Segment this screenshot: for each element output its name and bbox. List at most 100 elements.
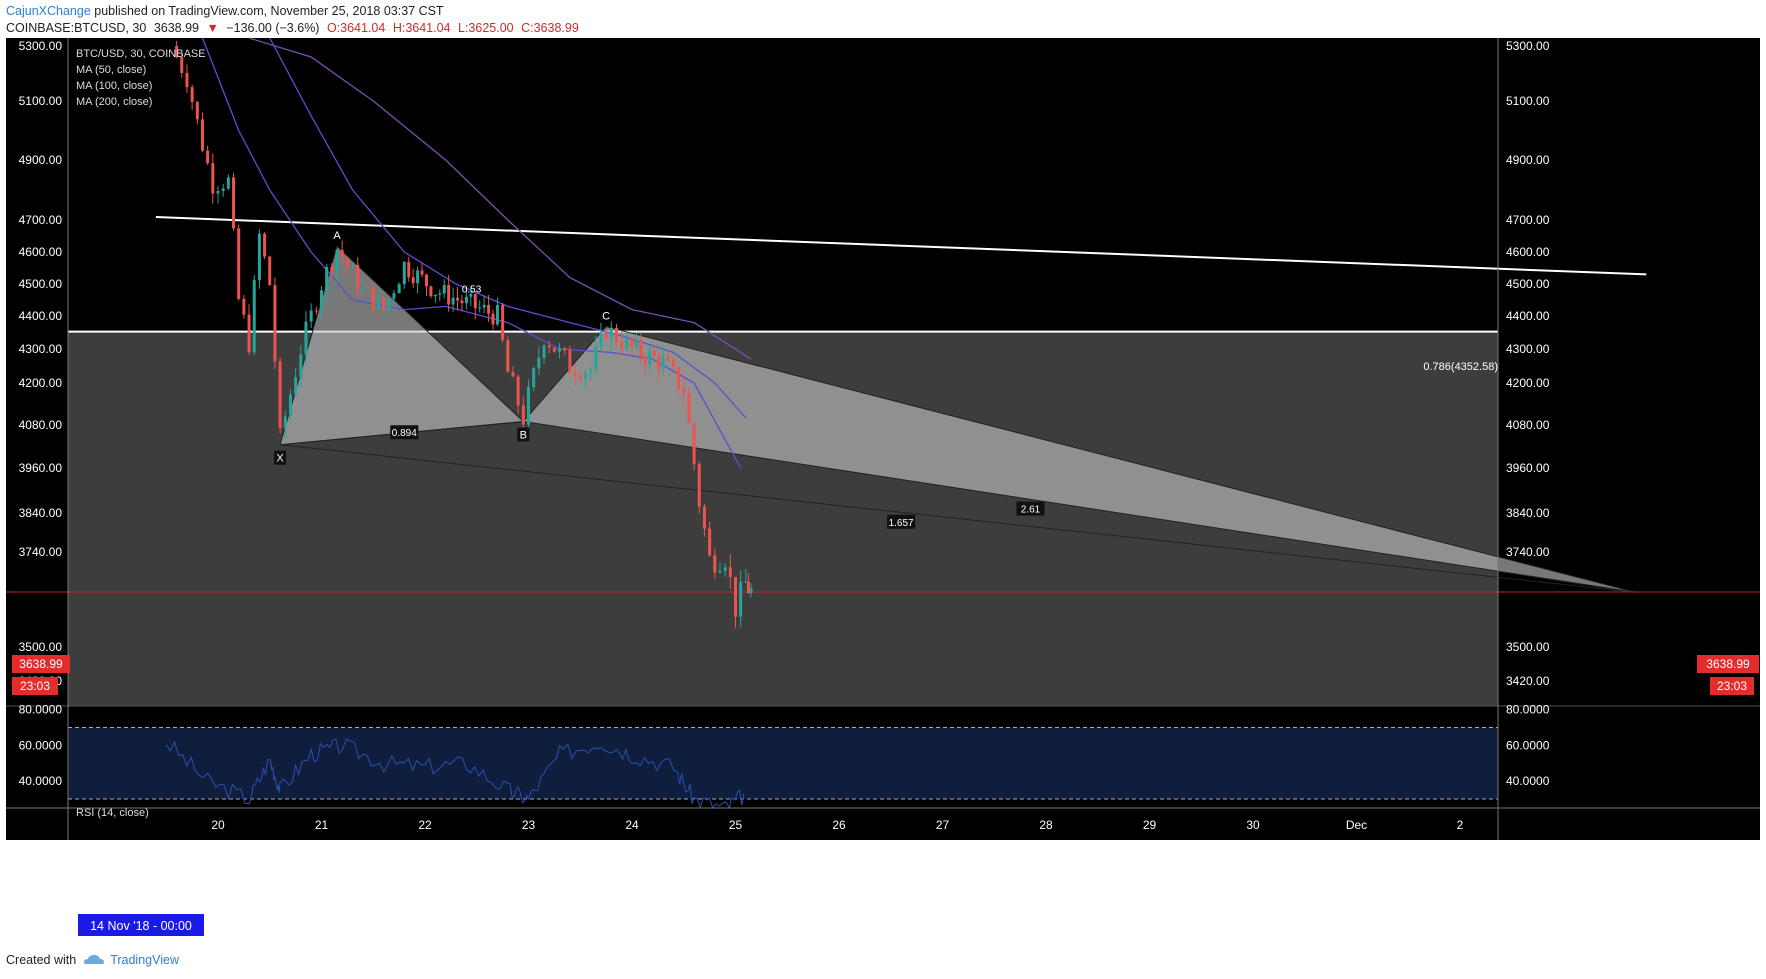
candle-body — [589, 369, 593, 373]
candle-body — [708, 528, 712, 556]
left-price-tick: 3960.00 — [19, 461, 63, 475]
candle-body — [604, 332, 608, 339]
candle-body — [175, 46, 179, 58]
fib-level-label: 0.786(4352.58) — [1423, 361, 1498, 373]
time-tick: 25 — [729, 818, 743, 832]
right-price-tick: 4500.00 — [1506, 277, 1550, 291]
candle-body — [340, 250, 344, 259]
candle-body — [283, 416, 287, 428]
left-timer-value: 23:03 — [20, 679, 50, 693]
left-price-badge: 3638.99 23:03 — [12, 655, 70, 695]
right-price-tick: 4700.00 — [1506, 213, 1550, 227]
candle-body — [692, 423, 696, 465]
candle-body — [268, 256, 272, 286]
left-price-tick: 4600.00 — [19, 245, 63, 259]
time-tick: 20 — [211, 818, 225, 832]
pattern-bcd-triangle — [522, 325, 1637, 593]
candle-body — [661, 356, 665, 370]
ratio-label: 1.657 — [887, 514, 916, 529]
candle-body — [195, 101, 199, 120]
right-price-tick: 5300.00 — [1506, 39, 1550, 53]
candle-body — [345, 258, 349, 267]
legend-title: BTC/USD, 30, COINBASE — [76, 48, 206, 60]
right-rsi-tick: 60.0000 — [1506, 738, 1550, 752]
candle-body — [226, 177, 230, 189]
candle-body — [366, 286, 370, 288]
candle-body — [190, 87, 194, 102]
right-price-tick: 4080.00 — [1506, 418, 1550, 432]
pattern-point-label: B — [520, 430, 527, 442]
ratio-value: 1.657 — [889, 518, 914, 529]
left-price-tick: 3500.00 — [19, 640, 63, 654]
left-price-tick: 5300.00 — [19, 39, 63, 53]
created-with-text: Created with — [6, 953, 77, 967]
time-tick: 23 — [522, 818, 536, 832]
time-tick: Dec — [1346, 818, 1367, 832]
last-price: 3638.99 — [153, 21, 199, 35]
left-price-tick: 3840.00 — [19, 506, 63, 520]
ratio-bg — [887, 514, 916, 529]
right-price-tick: 4400.00 — [1506, 309, 1550, 323]
candle-body — [537, 357, 541, 369]
candle-body — [511, 372, 515, 377]
candle-body — [211, 163, 215, 194]
price-pane[interactable]: X A B C 0.894 0.53 1.657 2.61 — [6, 37, 1760, 706]
candle-body — [744, 581, 748, 583]
candle-body — [420, 270, 424, 275]
candle-body — [299, 354, 303, 378]
candle-body — [237, 228, 241, 299]
footer: Created with TradingView — [6, 953, 179, 967]
published-text: published on TradingView.com, November 2… — [94, 4, 444, 18]
time-badge-text: 14 Nov '18 - 00:00 — [90, 919, 192, 933]
candle-body — [583, 372, 587, 379]
candle-body — [687, 393, 691, 424]
candle-body — [288, 394, 292, 417]
candle-body — [330, 266, 334, 272]
time-tick: 2 — [1457, 818, 1464, 832]
tradingview-link[interactable]: TradingView — [110, 953, 179, 967]
candle-body — [487, 304, 491, 314]
candle-body — [451, 297, 455, 305]
candle-body — [521, 405, 525, 425]
candle-body — [433, 294, 437, 297]
left-price-tick: 5100.00 — [19, 94, 63, 108]
candle-body — [252, 280, 256, 353]
right-price-tick: 3960.00 — [1506, 461, 1550, 475]
candle-body — [464, 296, 468, 304]
candle-body — [438, 293, 442, 295]
candle-body — [382, 297, 386, 310]
ma100-line — [269, 37, 747, 419]
time-badge: 14 Nov '18 - 00:00 — [78, 914, 204, 936]
time-tick: 26 — [832, 818, 846, 832]
candle-body — [216, 190, 220, 194]
candle-body — [424, 274, 428, 287]
chart-header: CajunXChange published on TradingView.co… — [6, 3, 1606, 37]
candle-body — [180, 57, 184, 73]
time-tick: 28 — [1039, 818, 1053, 832]
candle-body — [273, 285, 277, 362]
candle-body — [257, 233, 261, 281]
candle-body — [376, 297, 380, 310]
right-price-value: 3638.99 — [1706, 657, 1750, 671]
pattern-point-a: A — [333, 230, 341, 242]
candle-body — [447, 284, 451, 305]
candle-body — [648, 350, 652, 364]
candle-body — [478, 307, 482, 309]
left-price-tick: 4500.00 — [19, 277, 63, 291]
candle-body — [739, 581, 743, 617]
candle-body — [473, 294, 477, 309]
rsi-pane[interactable] — [6, 705, 1760, 810]
candle-body — [501, 305, 505, 340]
candle-body — [657, 356, 661, 370]
time-tick: 24 — [625, 818, 639, 832]
candle-body — [547, 345, 551, 348]
pattern-point-label: A — [333, 230, 341, 242]
upper-trendline — [155, 216, 1647, 276]
author-link[interactable]: CajunXChange — [6, 4, 91, 18]
candle-body — [387, 298, 391, 310]
symbol-label: COINBASE:BTCUSD, 30 — [6, 21, 147, 35]
axes: 5300.00 5300.00 5100.00 5100.00 4900.00 4900.… — [6, 38, 1760, 840]
candle-body — [221, 188, 225, 191]
low-value: L:3625.00 — [458, 21, 514, 35]
